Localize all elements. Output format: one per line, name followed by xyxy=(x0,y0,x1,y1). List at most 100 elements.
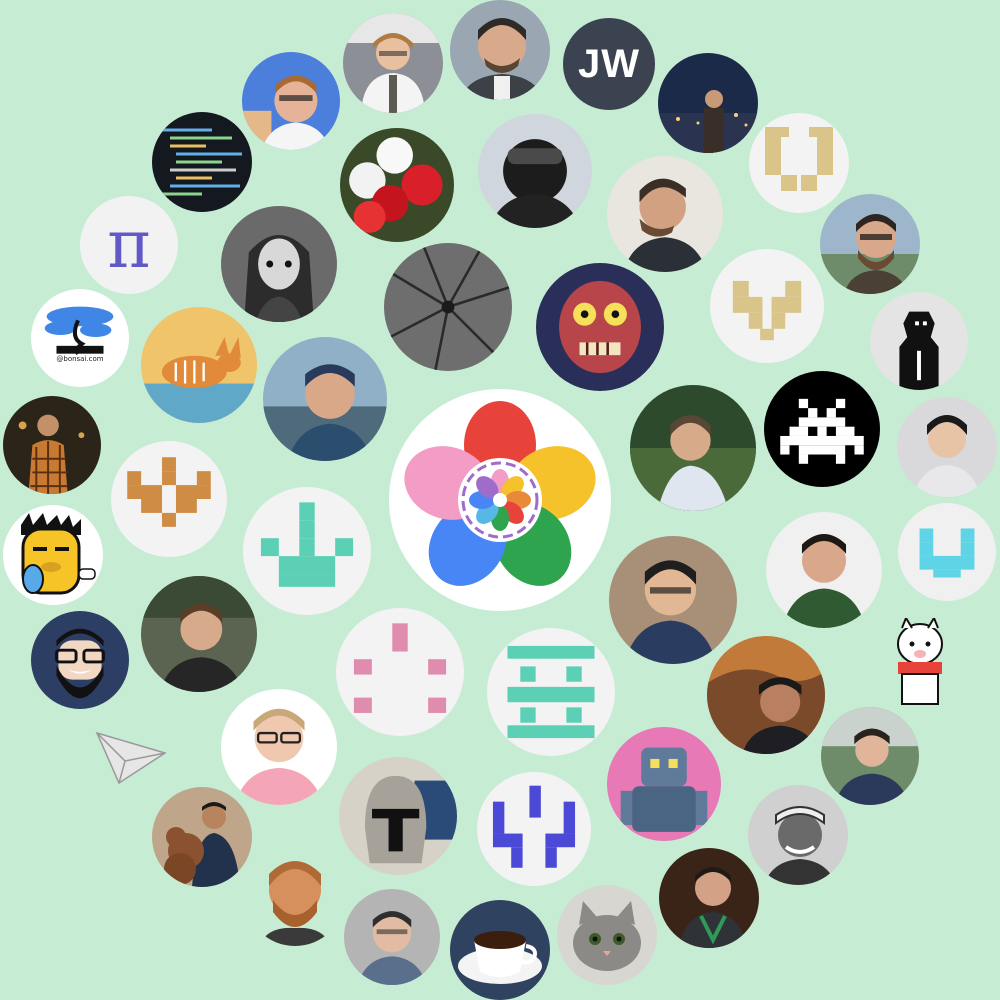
pixel-identicon-icon xyxy=(492,785,576,868)
avatar-man-beard-glasses-pier[interactable] xyxy=(820,194,920,294)
portrait-photo-icon xyxy=(478,114,592,228)
avatar-teal-identicon[interactable] xyxy=(243,487,371,615)
avatar-ski-mask-person[interactable] xyxy=(478,114,592,228)
portrait-photo-icon xyxy=(630,385,756,511)
portrait-photo-icon xyxy=(607,156,723,272)
balloons-photo-icon xyxy=(340,128,454,242)
avatar-man-grey-hair-glasses[interactable] xyxy=(344,889,440,985)
flower-logo-icon xyxy=(404,401,596,586)
portrait-photo-icon xyxy=(707,636,825,754)
avatar-coffee-cup[interactable] xyxy=(450,900,550,1000)
avatar-man-plaid-shirt[interactable] xyxy=(3,396,101,494)
avatar-man-green-sweater[interactable] xyxy=(766,512,882,628)
portrait-photo-icon xyxy=(897,397,997,497)
avatar-bearded-glasses-illustration[interactable] xyxy=(31,611,129,709)
bearded-man-illustration-icon xyxy=(55,628,105,699)
avatar-man-smiling-beard[interactable] xyxy=(450,0,550,100)
portrait-photo-icon xyxy=(221,689,337,805)
avatar-pink-identicon[interactable] xyxy=(336,608,464,736)
pi-symbol-icon: π xyxy=(107,206,151,283)
avatar-man-sunset-hills[interactable] xyxy=(707,636,825,754)
avatar-yellow-cartoon-mascot[interactable] xyxy=(3,505,103,605)
avatar-young-man-light[interactable] xyxy=(897,397,997,497)
code-screen-icon xyxy=(152,112,252,212)
avatar-umbrella[interactable] xyxy=(384,243,512,371)
avatar-man-tie-glasses[interactable] xyxy=(343,13,443,113)
portrait-photo-icon xyxy=(659,848,759,948)
avatar-gold-identicon-mid[interactable] xyxy=(710,249,824,363)
paper-plane-icon[interactable] xyxy=(95,725,167,785)
avatar-man-with-dog[interactable] xyxy=(152,787,252,887)
llama-icon[interactable] xyxy=(888,618,952,708)
avatar-man-balcony[interactable] xyxy=(141,576,257,692)
avatar-robot-art[interactable] xyxy=(607,727,721,841)
center-flower-logo[interactable] xyxy=(389,389,611,611)
avatar-orange-identicon[interactable] xyxy=(111,441,227,557)
avatar-man-lake-profile[interactable] xyxy=(630,385,756,511)
avatar-blue-identicon[interactable] xyxy=(477,772,591,886)
space-invader-icon xyxy=(780,398,864,464)
portrait-photo-icon xyxy=(3,396,101,494)
helmet-photo-icon xyxy=(339,757,457,875)
avatar-teal-identicon-bars[interactable] xyxy=(487,628,615,756)
portrait-photo-icon xyxy=(609,536,737,664)
portrait-photo-icon xyxy=(343,13,443,113)
avatar-man-outdoors-trees[interactable] xyxy=(821,707,919,805)
portrait-photo-icon xyxy=(820,194,920,294)
pixel-identicon-icon xyxy=(353,623,447,713)
portrait-photo-icon xyxy=(821,707,919,805)
corgi-illustration-icon xyxy=(141,307,257,423)
avatar-man-bandana-bw[interactable] xyxy=(748,785,848,885)
avatar-space-invader[interactable] xyxy=(764,371,880,487)
portrait-photo-icon xyxy=(450,0,550,100)
robot-illustration-icon xyxy=(607,727,721,841)
pixel-identicon-icon xyxy=(732,280,802,341)
portrait-photo-icon xyxy=(263,337,387,461)
portrait-photo-icon xyxy=(245,846,345,946)
avatar-anime-girl-grey[interactable] xyxy=(221,206,337,322)
avatar-mandalorian-helmet[interactable] xyxy=(339,757,457,875)
portrait-photo-icon xyxy=(748,785,848,885)
portrait-photo-icon xyxy=(152,787,252,887)
coffee-cup-icon xyxy=(450,900,550,1000)
avatar-jw-initials[interactable]: JW xyxy=(563,18,655,110)
avatar-man-lanyard[interactable] xyxy=(659,848,759,948)
jw-initials-label: JW xyxy=(578,41,640,86)
portrait-photo-icon xyxy=(344,889,440,985)
avatar-code-screen[interactable] xyxy=(152,112,252,212)
avatar-zombie-art[interactable] xyxy=(536,263,664,391)
avatar-bonsai-tree[interactable]: @bonsai.com xyxy=(31,289,129,387)
cat-photo-icon xyxy=(557,885,657,985)
portrait-photo-icon xyxy=(141,576,257,692)
portrait-photo-icon xyxy=(658,53,758,153)
avatar-man-glasses-castle[interactable] xyxy=(242,52,340,150)
avatar-man-red-beard-pixel[interactable] xyxy=(245,846,345,946)
avatar-grey-cat[interactable] xyxy=(557,885,657,985)
portrait-photo-icon xyxy=(242,52,340,150)
umbrella-photo-icon xyxy=(384,243,512,371)
pixel-identicon-icon xyxy=(919,528,975,578)
avatar-cyan-identicon[interactable] xyxy=(898,503,996,601)
zombie-illustration-icon xyxy=(536,263,664,391)
avatar-man-night-city[interactable] xyxy=(658,53,758,153)
portrait-photo-icon xyxy=(766,512,882,628)
avatar-pi-symbol[interactable]: π xyxy=(80,196,178,294)
avatar-red-balloons[interactable] xyxy=(340,128,454,242)
bonsai-caption: @bonsai.com xyxy=(56,355,104,363)
avatar-man-smiling-glasses-blue[interactable] xyxy=(609,536,737,664)
llama-icon-svg xyxy=(897,618,943,705)
avatar-gold-identicon-top[interactable] xyxy=(749,113,849,213)
anime-illustration-icon xyxy=(221,206,337,322)
avatar-corgi-skeleton[interactable] xyxy=(141,307,257,423)
bonsai-tree-icon xyxy=(44,306,114,356)
pixel-figure-icon xyxy=(899,311,939,390)
avatar-man-side-profile[interactable] xyxy=(607,156,723,272)
avatar-man-backwards-cap[interactable] xyxy=(263,337,387,461)
pixel-identicon-icon xyxy=(765,127,833,191)
avatar-man-pink-shirt-glasses[interactable] xyxy=(221,689,337,805)
pixel-identicon-icon xyxy=(127,457,211,527)
paper-plane-icon-svg xyxy=(95,731,167,785)
mascot-cartoon-icon xyxy=(21,513,96,595)
avatar-shadow-figure-pixel[interactable] xyxy=(870,292,968,390)
